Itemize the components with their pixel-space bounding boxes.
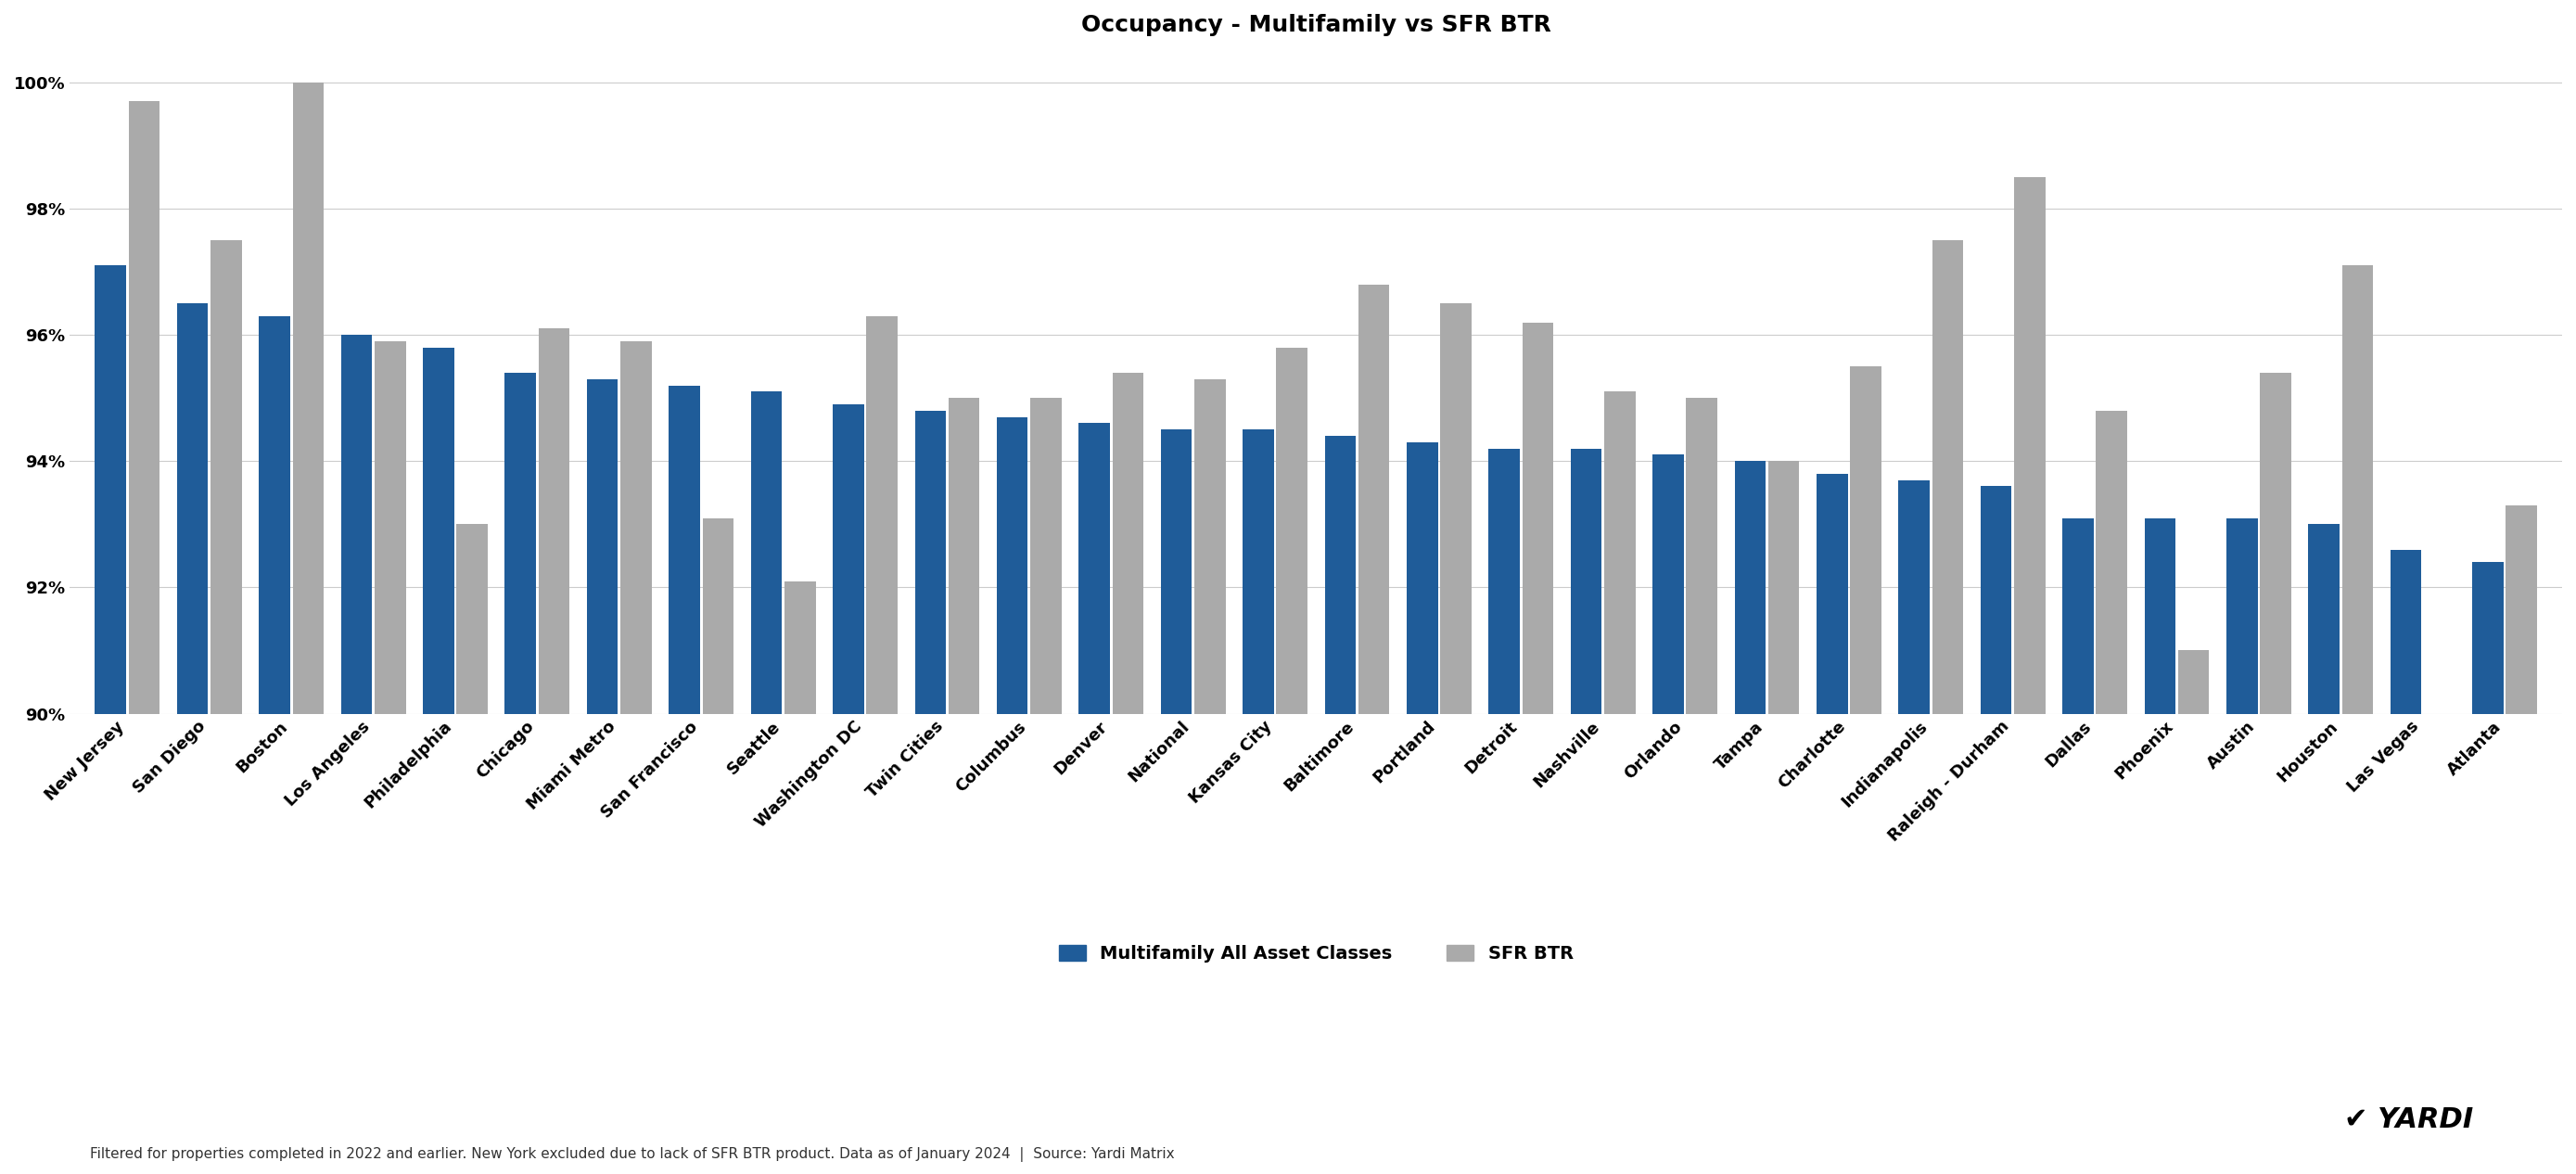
- Bar: [2014, 177, 2045, 714]
- Bar: [1734, 461, 1765, 714]
- Bar: [1605, 392, 1636, 714]
- Bar: [1687, 398, 1718, 714]
- Bar: [1850, 366, 1880, 714]
- Bar: [2097, 411, 2128, 714]
- Bar: [505, 373, 536, 714]
- Bar: [178, 303, 209, 714]
- Bar: [2226, 518, 2257, 714]
- Bar: [621, 342, 652, 714]
- Bar: [2391, 549, 2421, 714]
- Bar: [832, 404, 863, 714]
- Bar: [422, 348, 453, 714]
- Bar: [1654, 454, 1685, 714]
- Bar: [2308, 525, 2339, 714]
- Bar: [1522, 322, 1553, 714]
- Bar: [538, 329, 569, 714]
- Bar: [1767, 461, 1798, 714]
- Bar: [750, 392, 783, 714]
- Bar: [456, 525, 487, 714]
- Bar: [1440, 303, 1471, 714]
- Bar: [1242, 430, 1273, 714]
- Bar: [1899, 480, 1929, 714]
- Bar: [1406, 443, 1437, 714]
- Text: ✔ YARDI: ✔ YARDI: [2344, 1106, 2473, 1133]
- Bar: [1079, 424, 1110, 714]
- Bar: [914, 411, 945, 714]
- Bar: [2259, 373, 2290, 714]
- Bar: [1981, 486, 2012, 714]
- Bar: [1162, 430, 1193, 714]
- Bar: [129, 101, 160, 714]
- Title: Occupancy - Multifamily vs SFR BTR: Occupancy - Multifamily vs SFR BTR: [1082, 14, 1551, 36]
- Legend: Multifamily All Asset Classes, SFR BTR: Multifamily All Asset Classes, SFR BTR: [1051, 937, 1582, 970]
- Bar: [294, 82, 325, 714]
- Bar: [786, 581, 817, 714]
- Text: Filtered for properties completed in 2022 and earlier. New York excluded due to : Filtered for properties completed in 202…: [90, 1147, 1175, 1162]
- Bar: [2179, 650, 2210, 714]
- Bar: [866, 316, 896, 714]
- Bar: [1571, 448, 1602, 714]
- Bar: [1324, 436, 1355, 714]
- Bar: [948, 398, 979, 714]
- Bar: [260, 316, 291, 714]
- Bar: [340, 335, 371, 714]
- Bar: [2143, 518, 2177, 714]
- Bar: [1489, 448, 1520, 714]
- Bar: [211, 241, 242, 714]
- Bar: [1816, 474, 1847, 714]
- Bar: [1358, 284, 1388, 714]
- Bar: [95, 265, 126, 714]
- Bar: [1195, 379, 1226, 714]
- Bar: [1275, 348, 1309, 714]
- Bar: [2342, 265, 2372, 714]
- Bar: [670, 385, 701, 714]
- Bar: [703, 518, 734, 714]
- Bar: [374, 342, 404, 714]
- Bar: [1932, 241, 1963, 714]
- Bar: [587, 379, 618, 714]
- Bar: [2063, 518, 2094, 714]
- Bar: [2506, 505, 2537, 714]
- Bar: [2473, 562, 2504, 714]
- Bar: [997, 417, 1028, 714]
- Bar: [1113, 373, 1144, 714]
- Bar: [1030, 398, 1061, 714]
